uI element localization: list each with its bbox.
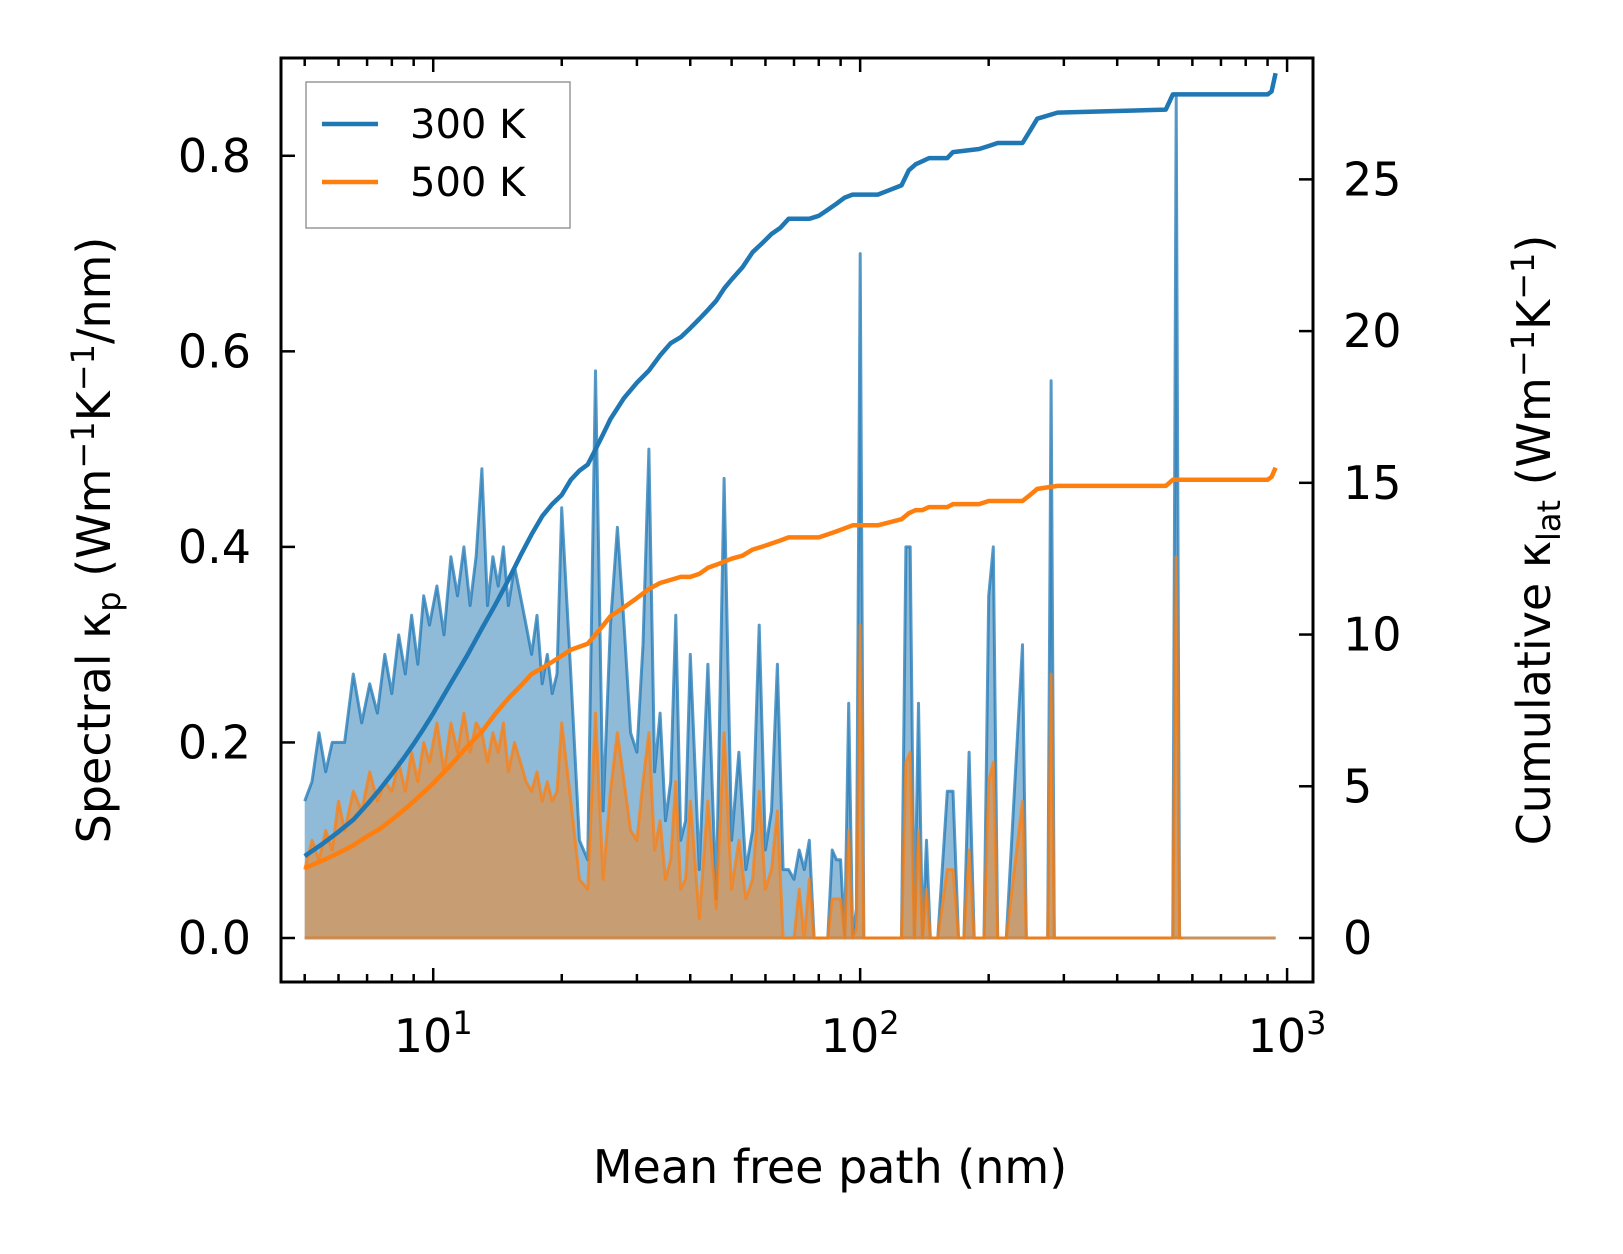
spectral-fill-300k (304, 97, 1183, 939)
y-left-title-superscript: −1 (64, 344, 102, 391)
plot-area (303, 72, 1278, 940)
y-left-tick-label: 0.0 (178, 911, 251, 965)
y-right-tick-label: 15 (1343, 456, 1402, 510)
legend-box (305, 81, 571, 229)
y-right-tick-label: 25 (1343, 152, 1402, 206)
y-right-title-part: K (1507, 298, 1561, 330)
y-right-title-subscript: lat (1530, 500, 1568, 541)
y-right-tick-label: 20 (1343, 304, 1402, 358)
y-left-title-superscript: −1 (64, 421, 102, 468)
y-right-title-part: (Wm (1507, 377, 1561, 500)
x-tick-exponent: 3 (1306, 1004, 1326, 1042)
plot-frame (279, 56, 1315, 984)
y-right-title-superscript: −1 (1504, 330, 1542, 377)
x-tick-base: 10 (1248, 1009, 1307, 1063)
y-right-tick-label: 5 (1343, 759, 1372, 813)
x-tick-exponent: 2 (879, 1004, 899, 1042)
cumulative-line-500k (303, 466, 1278, 871)
y-right-tick-label: 10 (1343, 608, 1402, 662)
x-tick-label: 101 (394, 1004, 473, 1063)
legend: 300 K 500 K (305, 81, 571, 229)
y-left-title-part: Spectral κ (67, 612, 121, 844)
spectral-fill-500k (304, 556, 1183, 938)
y-left-title-subscript: p (90, 591, 128, 611)
y-right-title-superscript: −1 (1504, 253, 1542, 300)
y-axis-left-title: Spectral κp (Wm−1K−1/nm) (64, 237, 128, 844)
x-tick-base: 10 (821, 1009, 880, 1063)
y-left-title-part: /nm) (67, 237, 121, 344)
x-tick-exponent: 1 (452, 1004, 472, 1042)
x-tick-label: 102 (821, 1004, 900, 1063)
y-left-tick-label: 0.8 (178, 129, 251, 183)
x-axis-title: Mean free path (nm) (593, 1140, 1067, 1194)
y-left-tick-label: 0.6 (178, 324, 251, 378)
y-right-tick-label: 0 (1343, 911, 1372, 965)
y-left-title-part: (Wm (67, 469, 121, 592)
y-left-title-part: K (67, 389, 121, 421)
y-right-title-part: Cumulative κ (1507, 541, 1561, 845)
x-tick-base: 10 (394, 1009, 453, 1063)
y-left-tick-label: 0.4 (178, 520, 251, 574)
y-right-title-part: ) (1507, 235, 1561, 253)
x-tick-label: 103 (1248, 1004, 1327, 1063)
y-left-tick-label: 0.2 (178, 715, 251, 769)
cumulative-line-300k (303, 72, 1278, 858)
legend-label: 500 K (410, 160, 527, 206)
legend-label: 300 K (410, 102, 527, 148)
y-axis-right-title: Cumulative κlat (Wm−1K−1) (1504, 235, 1568, 846)
